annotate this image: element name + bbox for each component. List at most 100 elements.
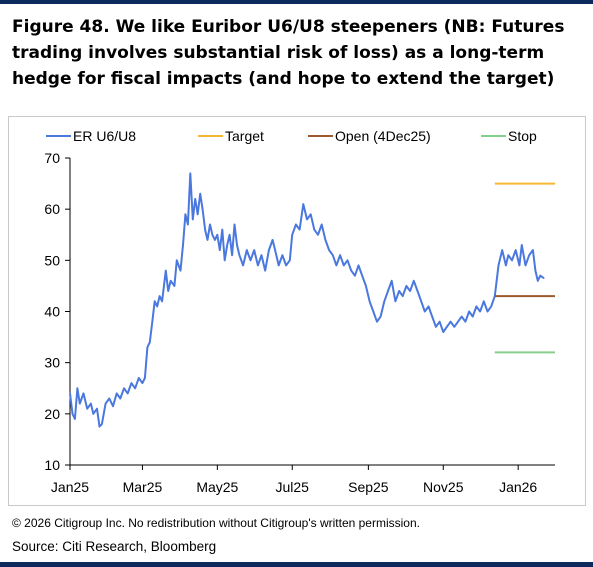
data-point: [291, 234, 293, 236]
data-point: [524, 264, 527, 266]
data-point: [324, 239, 326, 241]
data-point: [439, 321, 441, 323]
data-point: [229, 234, 231, 236]
data-point: [321, 223, 323, 226]
data-point: [413, 280, 415, 282]
data-point: [475, 305, 477, 307]
data-point: [130, 382, 132, 384]
data-point: [127, 392, 129, 394]
data-point: [534, 270, 537, 272]
data-point: [278, 264, 280, 266]
data-point: [372, 310, 374, 313]
data-point: [74, 418, 76, 420]
data-point: [105, 403, 107, 405]
data-point: [187, 223, 189, 226]
data-point: [310, 213, 312, 215]
y-tick-label: 50: [44, 252, 60, 268]
data-point: [376, 321, 378, 323]
data-point: [119, 397, 121, 400]
data-point: [501, 249, 503, 251]
data-point: [134, 387, 136, 389]
data-point: [197, 213, 199, 215]
data-point: [486, 310, 489, 313]
data-point: [86, 408, 88, 410]
data-point: [167, 290, 169, 292]
legend-label: Stop: [508, 128, 537, 144]
line-chart: 10 20 30 40 50 60 70 Jan25 Mar25 May25 Jul25 Sep25 N…: [44, 128, 555, 495]
data-point: [242, 264, 244, 266]
data-point: [313, 229, 315, 231]
data-point: [357, 264, 360, 266]
source-note: Source: Citi Research, Bloomberg: [12, 539, 217, 554]
data-point: [518, 264, 520, 266]
x-tick-label: Jul25: [276, 479, 310, 495]
data-point: [511, 259, 513, 261]
data-point: [391, 280, 393, 282]
data-point: [194, 198, 196, 200]
data-point: [112, 405, 114, 407]
y-tick-label: 40: [44, 304, 60, 320]
data-point: [302, 203, 304, 205]
data-point: [144, 377, 146, 379]
data-point: [339, 254, 341, 256]
top-brand-rule: [0, 0, 593, 4]
data-point: [532, 249, 534, 251]
data-point: [253, 249, 255, 251]
data-point: [233, 223, 236, 226]
data-point: [108, 397, 110, 400]
data-point: [123, 387, 125, 389]
data-point: [116, 392, 118, 394]
legend-label: Target: [225, 128, 264, 144]
x-tick-label: Sep25: [348, 479, 389, 495]
data-point: [249, 259, 252, 261]
data-point: [483, 300, 485, 302]
data-point: [204, 229, 206, 231]
y-tick-label: 70: [44, 150, 60, 166]
data-point: [272, 239, 274, 241]
data-point: [365, 285, 367, 287]
data-point: [394, 300, 396, 302]
data-point: [424, 310, 426, 313]
data-point: [165, 270, 167, 272]
data-point: [409, 290, 411, 292]
data-point: [159, 295, 161, 297]
bottom-brand-rule: [0, 562, 593, 567]
x-tick-label: May25: [196, 479, 238, 495]
data-point: [420, 300, 422, 302]
data-point: [505, 264, 507, 266]
data-point: [221, 229, 223, 231]
data-point: [468, 310, 470, 313]
figure-title: Figure 48. We like Euribor U6/U8 steepen…: [12, 17, 565, 89]
data-point: [69, 392, 71, 394]
data-point: [71, 413, 74, 415]
data-point: [281, 254, 283, 256]
x-tick-label: Jan26: [499, 479, 537, 495]
data-point: [335, 264, 337, 266]
x-tick-label: Mar25: [123, 479, 163, 495]
data-point: [161, 300, 163, 302]
data-point: [82, 392, 85, 394]
y-tick-label: 30: [44, 355, 60, 371]
data-point: [354, 275, 356, 277]
copyright-footnote: © 2026 Citigroup Inc. No redistribution …: [12, 516, 420, 530]
data-point: [246, 249, 248, 251]
data-point: [306, 218, 308, 220]
data-point: [295, 223, 297, 226]
data-point: [151, 321, 153, 323]
data-point: [543, 277, 545, 279]
data-point: [405, 285, 407, 287]
data-point: [361, 275, 363, 277]
data-point: [170, 280, 172, 282]
data-point: [149, 341, 151, 343]
data-point: [176, 259, 178, 261]
data-point: [479, 310, 481, 313]
data-point: [211, 234, 213, 236]
series-line-er-u6-u8: [69, 172, 545, 428]
data-point: [285, 264, 287, 266]
data-point: [96, 408, 98, 410]
data-point: [539, 275, 541, 277]
data-point: [264, 270, 266, 272]
data-point: [515, 249, 517, 251]
data-point: [464, 321, 466, 323]
data-point: [92, 413, 94, 415]
